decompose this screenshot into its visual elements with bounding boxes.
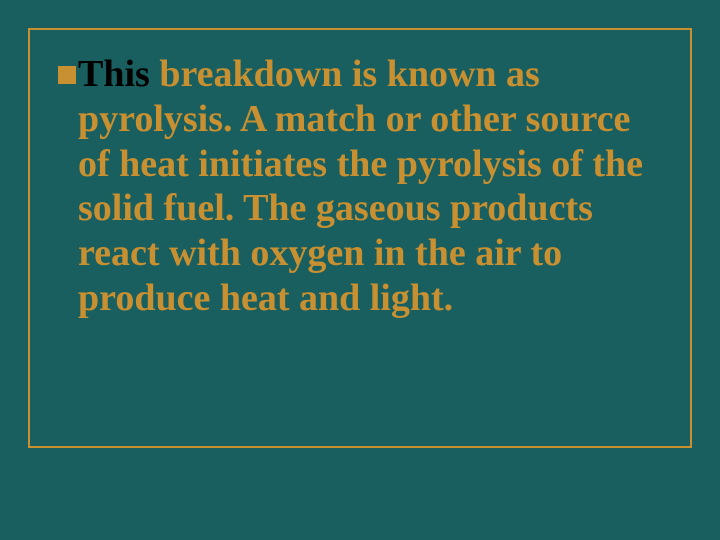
- leading-word: This: [78, 53, 150, 95]
- remaining-text: breakdown is known as pyrolysis. A match…: [78, 53, 643, 319]
- bullet-square-icon: [58, 66, 76, 84]
- bullet-item: This breakdown is known as pyrolysis. A …: [76, 52, 664, 321]
- slide-body-text: This breakdown is known as pyrolysis. A …: [78, 52, 664, 321]
- slide-panel: This breakdown is known as pyrolysis. A …: [28, 28, 692, 448]
